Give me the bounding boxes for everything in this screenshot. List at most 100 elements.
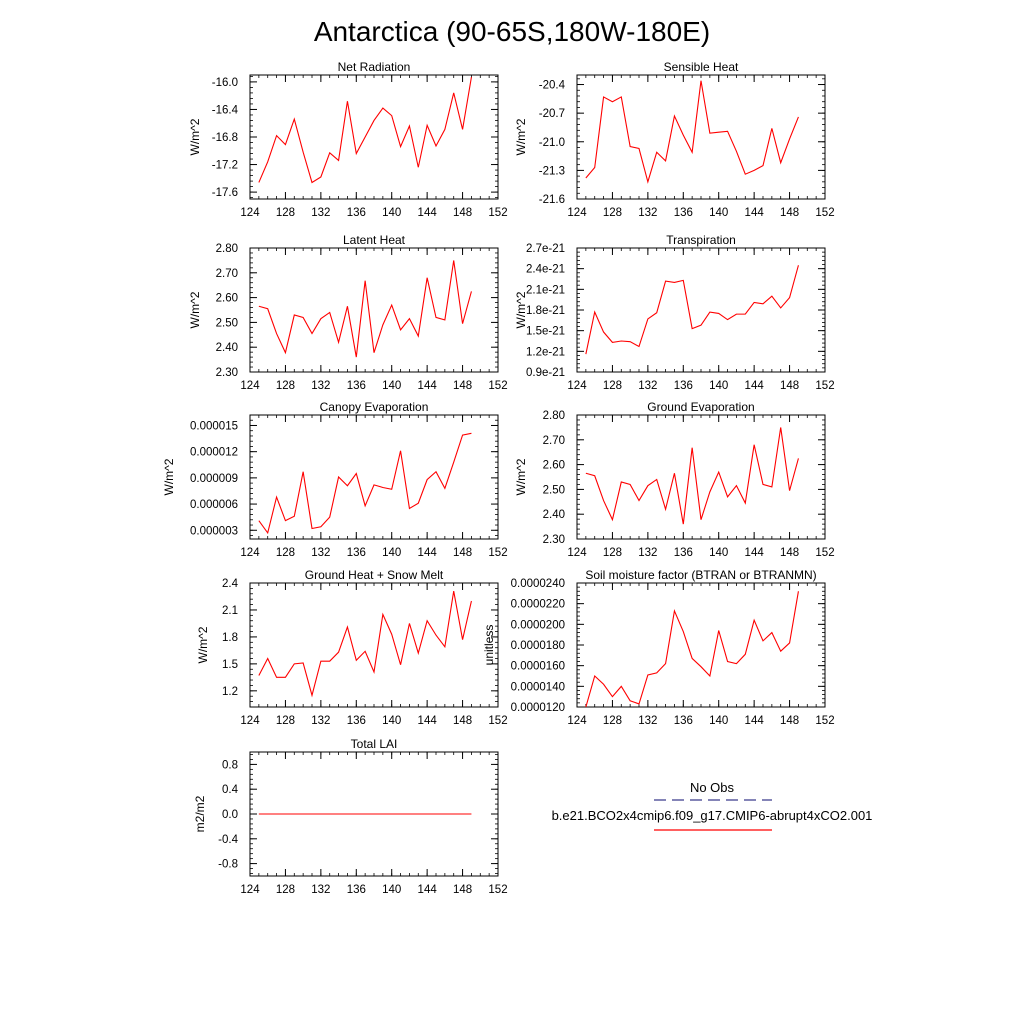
y-tick-label: 0.000003: [190, 525, 238, 537]
x-tick-label: 128: [276, 547, 295, 559]
x-tick-label: 136: [674, 380, 693, 392]
y-axis-label: W/m^2: [514, 291, 528, 328]
x-tick-label: 148: [780, 207, 799, 219]
x-tick-label: 140: [709, 207, 728, 219]
panel-ground-evaporation: Ground Evaporation 124 128 132 136 140 144 148 1…: [514, 400, 835, 559]
x-tick-label: 136: [347, 884, 366, 896]
x-tick-label: 128: [276, 884, 295, 896]
y-tick-label: 2.4e-21: [526, 264, 565, 276]
x-tick-label: 140: [382, 380, 401, 392]
x-tick-label: 136: [674, 207, 693, 219]
legend-label-model-run: b.e21.BCO2x4cmip6.f09_g17.CMIP6-abrupt4x…: [552, 808, 873, 823]
y-tick-label: -17.6: [212, 187, 238, 199]
y-tick-label: 0.4: [222, 784, 239, 796]
x-tick-label: 152: [488, 547, 507, 559]
x-tick-label: 152: [815, 547, 834, 559]
panel-title: Transpiration: [666, 233, 736, 247]
x-tick-label: 148: [780, 715, 799, 727]
x-tick-label: 152: [815, 207, 834, 219]
y-tick-label: 0.0: [222, 809, 238, 821]
y-tick-label: 2.30: [543, 534, 565, 546]
y-tick-label: 2.80: [216, 243, 238, 255]
legend: No Obs b.e21.BCO2x4cmip6.f09_g17.CMIP6-a…: [552, 780, 873, 831]
x-tick-label: 148: [453, 380, 472, 392]
y-tick-label: 0.0000160: [511, 661, 565, 673]
y-axis-label: W/m^2: [196, 626, 210, 663]
y-tick-label: -17.2: [212, 160, 238, 172]
x-tick-label: 140: [382, 715, 401, 727]
y-tick-label: 2.70: [543, 435, 565, 447]
x-tick-label: 148: [453, 715, 472, 727]
y-axis-label: W/m^2: [188, 118, 202, 155]
x-tick-label: 132: [311, 715, 330, 727]
x-tick-label: 136: [674, 547, 693, 559]
y-tick-label: -16.0: [212, 77, 238, 89]
panel-transpiration: Transpiration 124 128 132 136 140 144 148 152 0.9…: [514, 233, 835, 392]
x-tick-label: 128: [603, 547, 622, 559]
series-line-soil-moisture-factor-btran-or-btranmn: [585, 591, 799, 708]
x-tick-label: 148: [453, 207, 472, 219]
y-tick-label: 0.8: [222, 759, 238, 771]
y-tick-label: 2.1e-21: [526, 284, 565, 296]
y-tick-label: -21.6: [539, 194, 565, 206]
plot-frame: [249, 74, 499, 200]
panel-sensible-heat: Sensible Heat 124 128 132 136 140 144 148 152 -21…: [514, 60, 835, 219]
y-tick-label: 0.0000240: [511, 578, 565, 590]
y-tick-label: 2.50: [216, 317, 238, 329]
series-line-canopy-evaporation: [258, 432, 472, 535]
y-tick-label: 0.000012: [190, 447, 238, 459]
y-tick-label: 1.2e-21: [526, 346, 565, 358]
x-tick-label: 152: [488, 884, 507, 896]
x-tick-label: 128: [603, 207, 622, 219]
x-tick-label: 152: [815, 380, 834, 392]
y-tick-label: -20.4: [539, 80, 566, 92]
x-tick-label: 144: [418, 884, 438, 896]
series-line-sensible-heat: [585, 80, 799, 184]
panel-title: Net Radiation: [338, 60, 411, 74]
x-tick-label: 128: [276, 380, 295, 392]
panel-canopy-evaporation: Canopy Evaporation 124 128 132 136 140 144 148 1…: [162, 400, 508, 559]
x-tick-label: 132: [311, 207, 330, 219]
x-tick-label: 136: [347, 715, 366, 727]
x-tick-label: 152: [815, 715, 834, 727]
y-tick-label: 2.50: [543, 484, 565, 496]
x-tick-label: 132: [638, 547, 657, 559]
y-tick-label: -0.8: [218, 859, 238, 871]
x-tick-label: 124: [240, 715, 260, 727]
y-tick-label: 0.000015: [190, 420, 238, 432]
x-tick-label: 144: [418, 207, 438, 219]
plot-frame: [576, 247, 826, 373]
y-tick-label: 2.1: [222, 605, 238, 617]
y-tick-label: 2.60: [216, 293, 238, 305]
x-tick-label: 152: [488, 715, 507, 727]
x-tick-label: 144: [745, 380, 765, 392]
y-tick-label: -0.4: [218, 834, 238, 846]
x-tick-label: 140: [709, 715, 728, 727]
y-tick-label: 2.4: [222, 578, 239, 590]
y-tick-label: 0.0000200: [511, 619, 565, 631]
x-tick-label: 140: [709, 380, 728, 392]
y-axis-label: m2/m2: [193, 795, 207, 832]
panel-title: Canopy Evaporation: [320, 400, 429, 414]
x-tick-label: 140: [382, 884, 401, 896]
panel-title: Ground Heat + Snow Melt: [305, 568, 444, 582]
x-tick-label: 136: [674, 715, 693, 727]
x-tick-label: 144: [745, 547, 765, 559]
panel-latent-heat: Latent Heat 124 128 132 136 140 144 148 152 2.30 2…: [188, 233, 508, 392]
x-tick-label: 140: [382, 207, 401, 219]
x-tick-label: 144: [745, 715, 765, 727]
x-tick-label: 132: [311, 380, 330, 392]
figure-title: Antarctica (90-65S,180W-180E): [314, 16, 710, 47]
x-tick-label: 140: [382, 547, 401, 559]
x-tick-label: 148: [780, 380, 799, 392]
x-tick-label: 132: [638, 207, 657, 219]
series-line-net-radiation: [258, 76, 472, 184]
y-tick-label: 0.0000180: [511, 640, 565, 652]
x-tick-label: 136: [347, 547, 366, 559]
y-tick-label: 2.40: [216, 342, 238, 354]
x-tick-label: 148: [453, 547, 472, 559]
y-tick-label: 2.80: [543, 410, 565, 422]
x-tick-label: 136: [347, 380, 366, 392]
y-axis-label: W/m^2: [514, 458, 528, 495]
